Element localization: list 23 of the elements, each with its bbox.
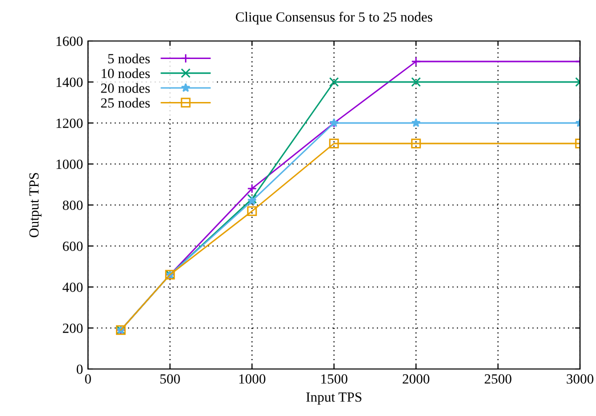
y-tick-label: 1400 [56,78,83,87]
y-tick-label: 600 [62,242,83,251]
y-tick-label: 1000 [56,160,83,169]
x-tick-label: 2000 [402,374,430,384]
x-tick-label: 1500 [321,374,348,384]
legend-label: 10 nodes [102,68,150,78]
chart-title: Clique Consensus for 5 to 25 nodes [236,12,432,25]
legend-label: 25 nodes [101,98,150,108]
legend-label: 5 nodes [108,54,150,64]
legend-label: 20 nodes [101,83,150,93]
x-tick-label: 0 [85,374,91,384]
y-tick-label: 1200 [56,118,83,128]
y-axis-title: Output TPS [29,172,42,238]
y-tick-label: 200 [62,324,83,333]
x-tick-label: 500 [160,374,180,384]
y-tick-label: 1600 [56,36,83,46]
y-tick-label: 400 [62,282,83,292]
x-axis-title: Input TPS [306,392,362,405]
x-tick-label: 1000 [239,374,266,384]
y-tick-label: 800 [62,200,83,210]
x-tick-label: 2500 [484,374,512,384]
x-tick-label: 3000 [566,374,594,384]
y-tick-label: 0 [76,364,83,374]
